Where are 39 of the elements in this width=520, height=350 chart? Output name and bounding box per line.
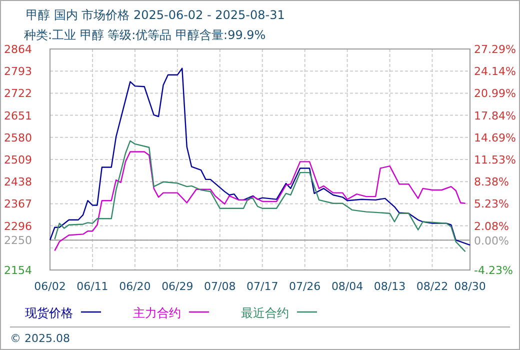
- y2-tick-label: 5.23%: [474, 198, 509, 211]
- x-tick-label: 08/22: [416, 280, 448, 293]
- y2-tick-label: 0.00%: [474, 234, 509, 248]
- text: © 2025.08: [10, 332, 70, 345]
- y-tick-label: 2793: [4, 65, 32, 78]
- legend-label: 最近合约: [241, 306, 289, 320]
- y-tick-label: 2509: [4, 154, 32, 166]
- y-tick-label: 2296: [4, 220, 32, 233]
- x-tick-label: 07/08: [204, 280, 236, 293]
- y-tick-label: 2580: [4, 131, 32, 144]
- x-tick-label: 06/20: [119, 280, 151, 293]
- x-tick-label: 08/13: [374, 280, 406, 293]
- y2-tick-label: 14.69%: [474, 131, 516, 144]
- chart-subtitle: 种类:工业 甲醇 等级:优等品 甲醇含量:99.9%: [24, 28, 266, 42]
- y2-tick-label: -4.23%: [474, 264, 513, 277]
- y-tick-label: 2651: [4, 109, 32, 122]
- y-tick-label: 2367: [4, 198, 32, 211]
- x-tick-label: 08/04: [331, 280, 364, 293]
- x-tick-label: 06/02: [34, 280, 66, 293]
- y-tick-label: 2438: [4, 176, 32, 189]
- y2-tick-label: 24.14%: [474, 65, 516, 78]
- y-tick-label: 2864: [4, 43, 32, 56]
- y-tick-label: 2722: [4, 87, 32, 100]
- x-tick-label: 06/29: [162, 280, 194, 293]
- x-tick-label: 07/26: [288, 280, 321, 293]
- y2-tick-label: 20.99%: [474, 87, 516, 100]
- chart-title: 甲醇 国内 市场价格 2025-06-02 - 2025-08-31: [26, 8, 285, 22]
- y-tick-label: 2154: [4, 264, 32, 277]
- y2-tick-label: 2.08%: [474, 220, 509, 233]
- y2-tick-label: 17.84%: [474, 109, 516, 122]
- legend-label: 主力合约: [133, 306, 181, 320]
- x-tick-label: 06/11: [76, 280, 108, 293]
- y2-tick-label: 27.29%: [474, 43, 516, 56]
- y2-tick-label: 11.53%: [474, 154, 516, 166]
- y2-tick-label: 8.38%: [474, 176, 509, 189]
- y-tick-label: 2250: [4, 234, 32, 248]
- legend-label: 现货价格: [25, 306, 73, 320]
- x-tick-label: 07/17: [246, 280, 278, 293]
- x-tick-label: 08/30: [454, 280, 486, 293]
